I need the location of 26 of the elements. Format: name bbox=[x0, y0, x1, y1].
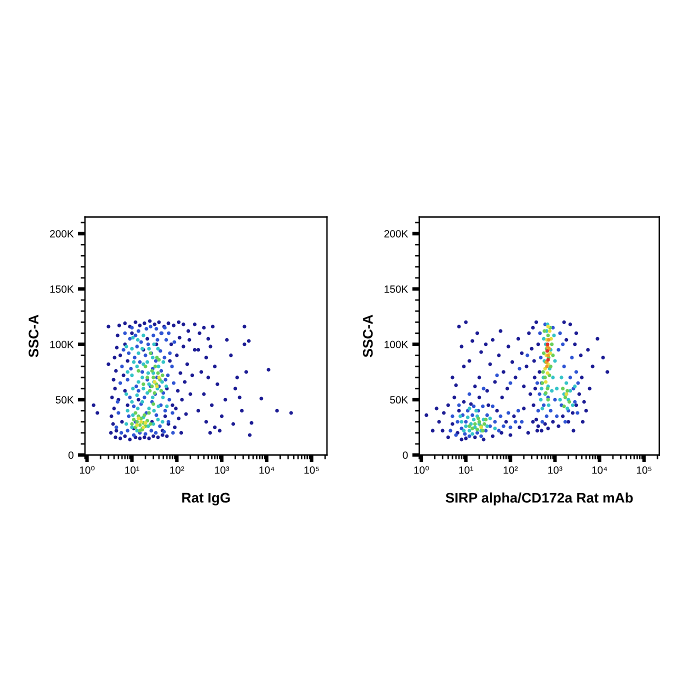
y-axis-title: SSC-A bbox=[362, 314, 373, 358]
y-tick-label: 50K bbox=[56, 396, 74, 404]
x-tick-label: 10⁵ bbox=[636, 466, 652, 474]
x-tick-label: 10⁴ bbox=[259, 466, 274, 474]
x-tick-label: 10⁴ bbox=[592, 466, 608, 474]
y-axis-title: SSC-A bbox=[28, 314, 38, 358]
x-axis-title: Rat IgG bbox=[182, 492, 230, 506]
x-tick-label: 10⁵ bbox=[304, 466, 319, 474]
y-tick-label: 50K bbox=[390, 396, 408, 404]
x-tick-label: 10³ bbox=[548, 466, 562, 474]
y-tick-label: 150K bbox=[384, 285, 408, 293]
y-tick-label: 200K bbox=[384, 230, 408, 238]
y-tick-label: 0 bbox=[402, 452, 408, 459]
y-tick-label: 150K bbox=[50, 285, 74, 293]
y-tick-label: 200K bbox=[50, 230, 74, 238]
x-axis-title: SIRP alpha/CD172a Rat mAb bbox=[446, 492, 633, 506]
y-tick-label: 0 bbox=[68, 452, 74, 459]
x-tick-label: 10¹ bbox=[459, 466, 474, 474]
x-tick-label: 10⁰ bbox=[80, 466, 95, 474]
x-tick-label: 10³ bbox=[215, 466, 230, 474]
x-tick-label: 10¹ bbox=[125, 466, 140, 474]
x-tick-label: 10² bbox=[170, 466, 184, 474]
x-tick-label: 10⁰ bbox=[414, 466, 429, 474]
y-tick-label: 100K bbox=[50, 340, 74, 348]
x-tick-label: 10² bbox=[504, 466, 518, 474]
y-tick-label: 100K bbox=[384, 340, 408, 348]
